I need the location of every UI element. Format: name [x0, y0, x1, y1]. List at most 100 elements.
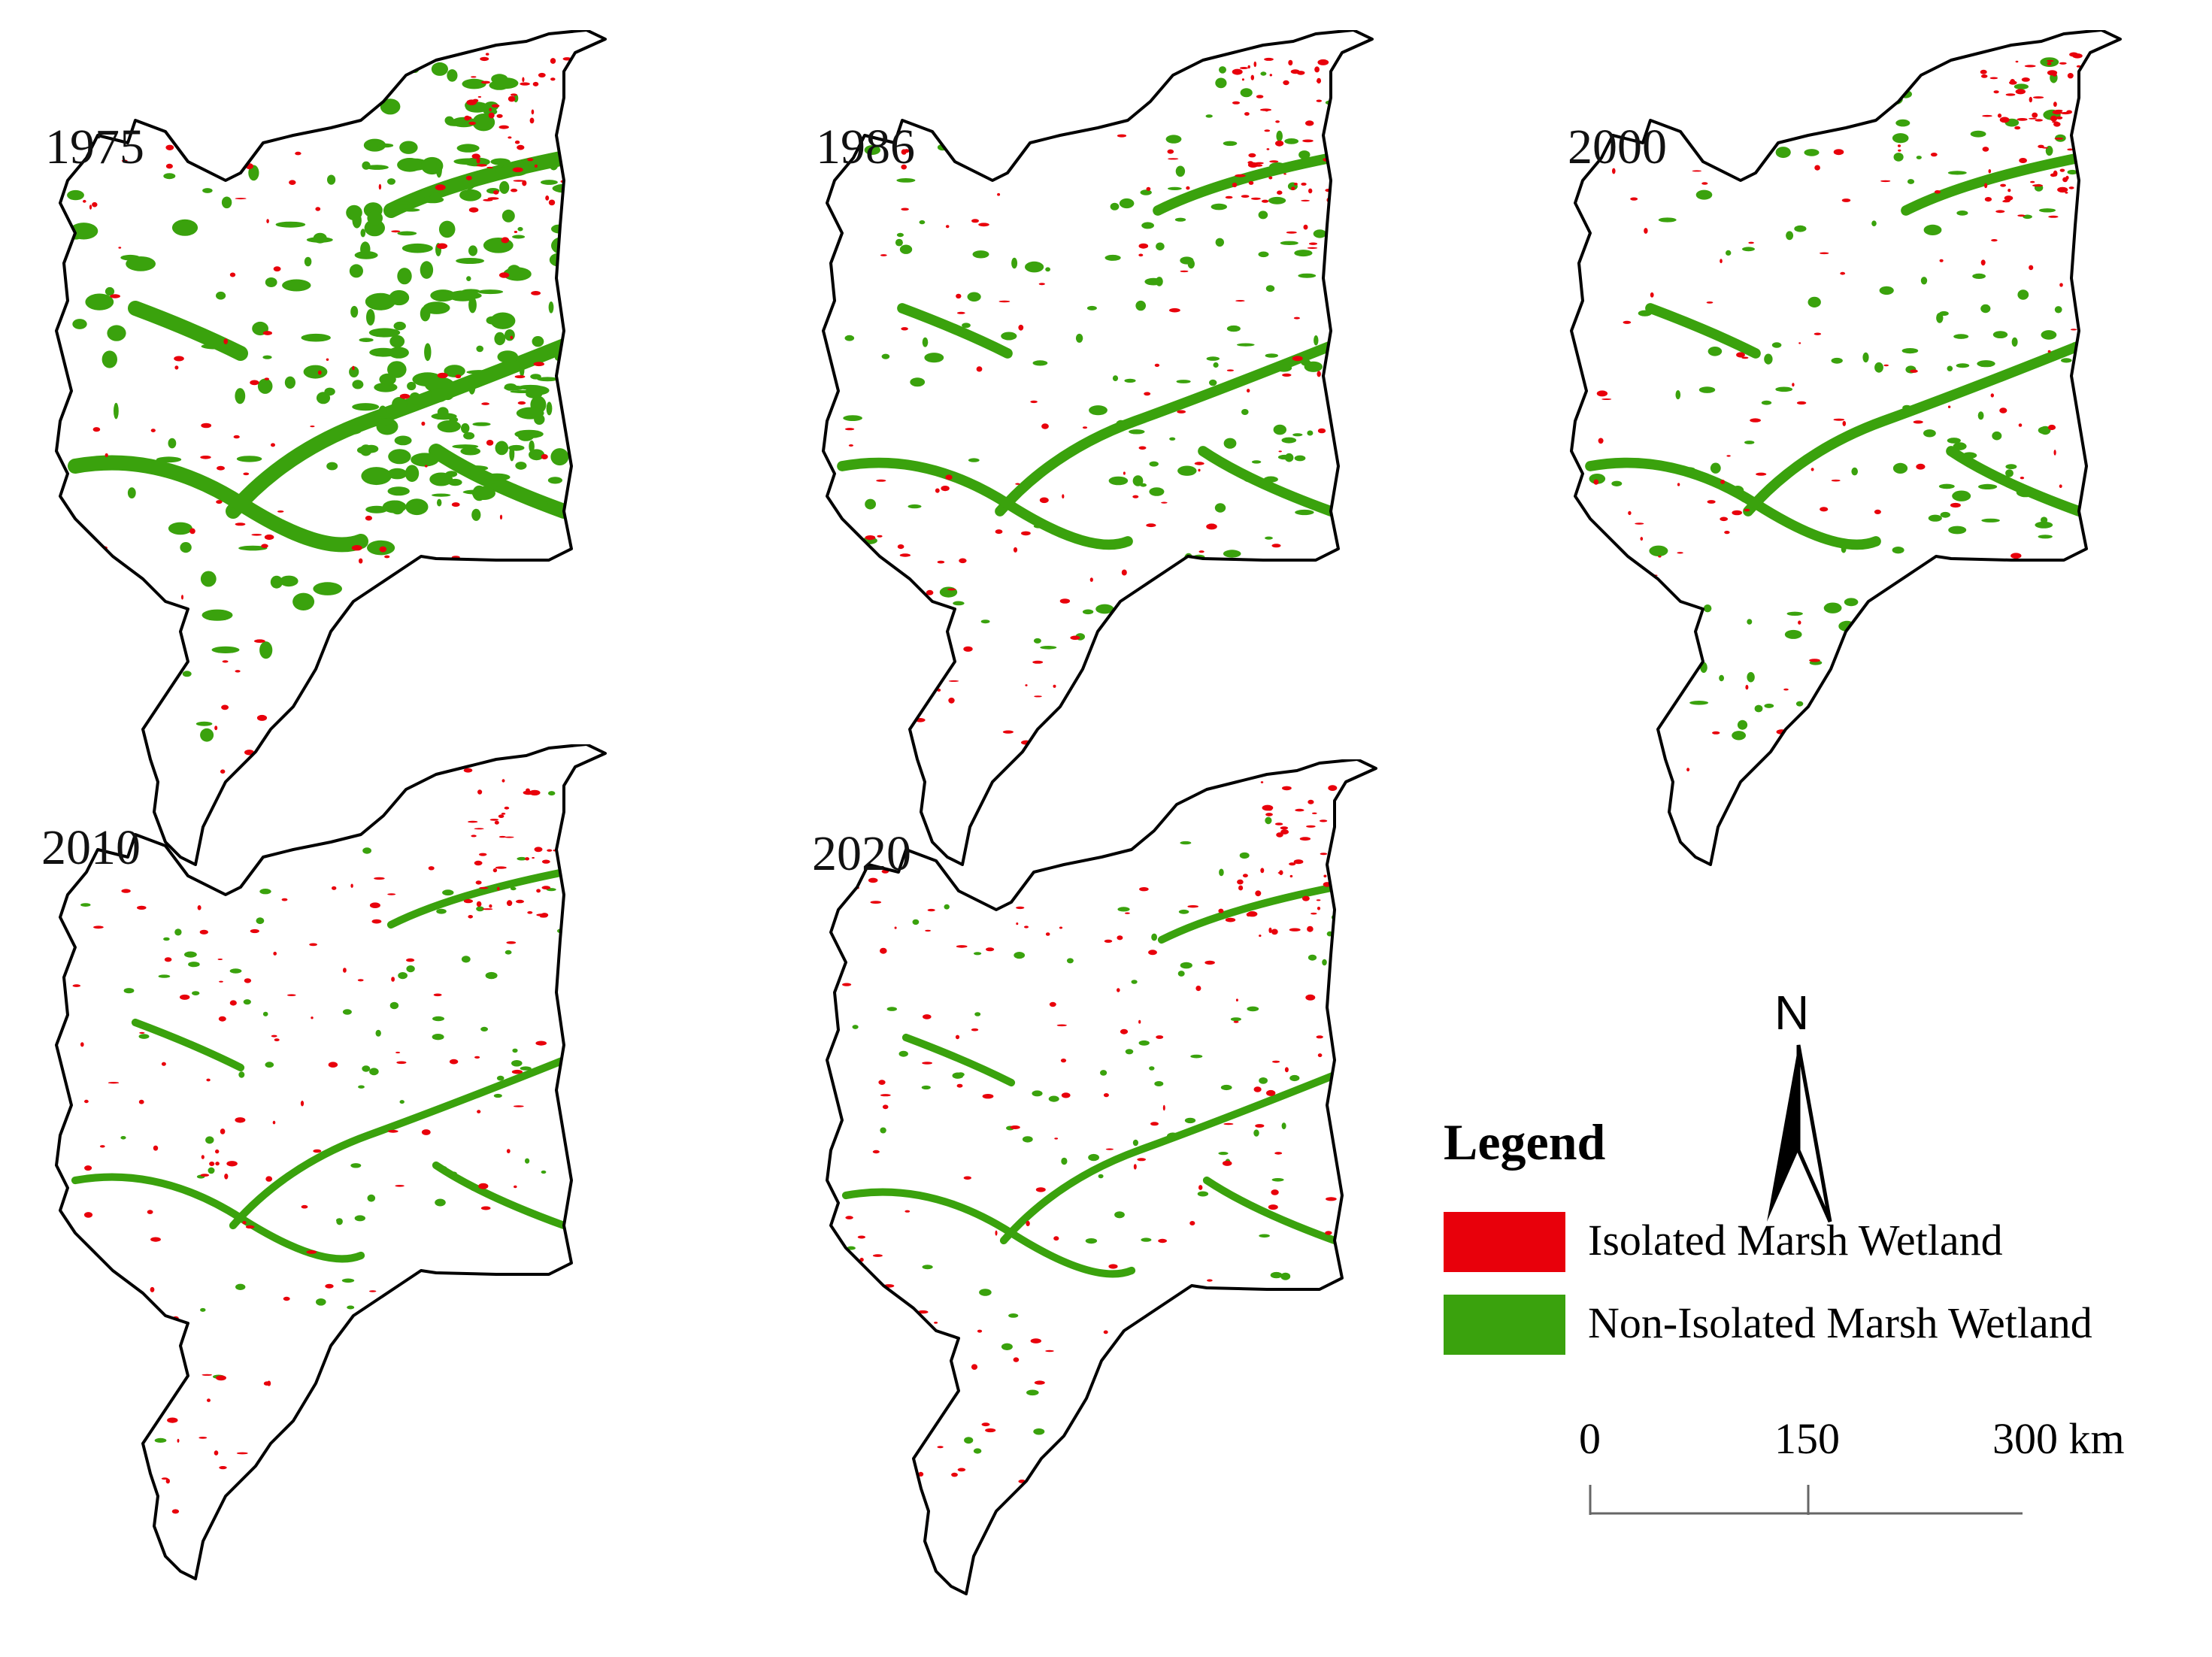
wetland-patch — [1141, 222, 1154, 229]
isolated-patch — [272, 1120, 276, 1125]
isolated-patch — [1103, 1330, 1108, 1334]
isolated-patch — [1264, 129, 1271, 132]
wetland-patch — [200, 1307, 206, 1312]
legend-swatch-non-isolated — [1444, 1295, 1565, 1355]
wetland-patch — [350, 1455, 362, 1461]
isolated-patch — [904, 1210, 911, 1213]
wetland-patch — [964, 1437, 974, 1444]
isolated-patch — [315, 207, 321, 211]
wetland-patch — [346, 204, 362, 221]
isolated-patch — [1053, 684, 1056, 688]
isolated-patch — [449, 1059, 459, 1065]
isolated-patch — [868, 877, 878, 883]
isolated-patch — [548, 199, 556, 206]
basin-boundary — [55, 30, 607, 866]
isolated-patch — [1796, 401, 1807, 405]
isolated-patch — [1308, 799, 1314, 804]
wetland-patch — [85, 293, 114, 310]
isolated-patch — [1317, 1053, 1323, 1058]
wetland-patch — [1215, 77, 1227, 89]
wetland-patch — [202, 609, 233, 621]
wetland-patch — [362, 161, 371, 170]
isolated-patch — [387, 893, 396, 895]
isolated-patch — [486, 166, 493, 168]
isolated-patch — [1283, 1421, 1286, 1424]
isolated-patch — [2047, 424, 2056, 431]
wetland-patch — [120, 1136, 126, 1140]
wetland-patch — [1169, 437, 1176, 441]
isolated-patch — [1984, 183, 1988, 189]
isolated-patch — [567, 157, 575, 159]
wetland-patch — [1292, 433, 1303, 437]
isolated-patch — [89, 204, 92, 210]
isolated-patch — [956, 311, 965, 314]
wetland-patch — [1658, 217, 1677, 223]
isolated-patch — [220, 1128, 226, 1134]
wetland-patch — [275, 221, 306, 228]
wetland-patch — [980, 619, 990, 624]
isolated-patch — [1221, 652, 1229, 654]
wetland-patch — [1980, 304, 1991, 314]
wetland-patch — [496, 1075, 505, 1081]
isolated-patch — [1980, 74, 1988, 78]
isolated-patch — [844, 1442, 848, 1446]
isolated-patch — [1225, 605, 1234, 610]
isolated-patch — [1831, 479, 1841, 482]
isolated-patch — [317, 370, 322, 375]
isolated-patch — [1082, 426, 1088, 429]
isolated-patch — [492, 868, 498, 873]
legend-label-non-isolated: Non-Isolated Marsh Wetland — [1588, 1298, 2092, 1347]
isolated-patch — [109, 671, 116, 677]
isolated-patch — [376, 704, 381, 707]
wetland-patch — [1871, 220, 1877, 226]
isolated-patch — [1030, 1338, 1041, 1343]
wetland-patch — [114, 402, 119, 420]
isolated-patch — [1032, 660, 1044, 664]
wetland-patch — [1719, 674, 1724, 682]
isolated-patch — [514, 1185, 517, 1189]
isolated-patch — [435, 184, 446, 191]
isolated-patch — [535, 1277, 541, 1280]
river-wetland — [841, 1188, 1136, 1278]
isolated-patch — [2019, 158, 2027, 163]
wetland-patch — [886, 1007, 897, 1011]
isolated-patch — [1712, 731, 1720, 735]
isolated-patch — [129, 628, 139, 630]
isolated-patch — [102, 1497, 107, 1501]
isolated-patch — [161, 1062, 166, 1066]
wetland-patch — [1213, 658, 1229, 663]
wetland-patch — [69, 223, 98, 240]
isolated-patch — [121, 889, 131, 893]
isolated-patch — [92, 201, 98, 208]
isolated-patch — [469, 1336, 480, 1341]
isolated-patch — [959, 558, 967, 564]
isolated-patch — [402, 581, 410, 587]
isolated-patch — [516, 899, 524, 904]
isolated-patch — [1198, 550, 1204, 553]
isolated-patch — [2065, 192, 2068, 194]
isolated-patch — [344, 1371, 347, 1375]
basin-boundary — [55, 744, 607, 1580]
isolated-patch — [1880, 180, 1891, 183]
isolated-patch — [1316, 1035, 1323, 1039]
wetland-patch — [1114, 1211, 1125, 1219]
isolated-patch — [167, 1417, 178, 1423]
wetland-patch — [1947, 171, 1967, 175]
isolated-patch — [880, 634, 887, 639]
isolated-patch — [428, 1289, 437, 1293]
wetland-patch — [235, 1283, 246, 1290]
isolated-patch — [1016, 922, 1019, 925]
isolated-patch — [948, 697, 955, 704]
wetland-patch — [168, 438, 177, 449]
isolated-patch — [1021, 531, 1031, 536]
wetland-patch — [1032, 360, 1048, 366]
isolated-patch — [105, 453, 108, 458]
isolated-patch — [1232, 68, 1243, 75]
wetland-patch — [895, 238, 903, 247]
isolated-patch — [536, 913, 547, 916]
isolated-patch — [1253, 1086, 1262, 1092]
wetland-patch — [420, 306, 431, 322]
wetland-patch — [1180, 841, 1192, 845]
isolated-patch — [1292, 356, 1303, 362]
wetland-patch — [1226, 325, 1241, 332]
